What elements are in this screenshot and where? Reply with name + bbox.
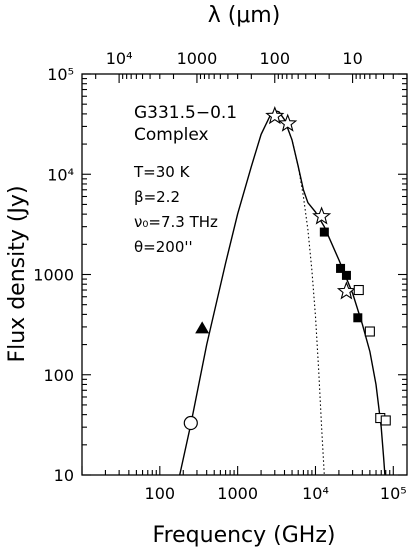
source-type: Complex <box>134 125 209 145</box>
open-square-point <box>364 326 375 337</box>
param-theta: θ=200'' <box>134 238 193 256</box>
y-tick-label: 10⁴ <box>47 165 74 184</box>
y-tick-label: 10 <box>54 466 74 485</box>
y-axis-title: Flux density (Jy) <box>5 185 30 362</box>
top-tick-label: 10⁴ <box>106 49 133 68</box>
plot-frame <box>81 73 408 476</box>
open-star-point <box>336 281 356 300</box>
param-temperature: T=30 K <box>133 163 191 181</box>
param-nu0: ν₀=7.3 THz <box>134 213 218 231</box>
y-tick-label: 10⁵ <box>47 65 74 84</box>
top-tick-label: 1000 <box>177 49 218 68</box>
open-square-point <box>380 415 391 426</box>
source-name: G331.5−0.1 <box>134 103 237 123</box>
top-tick-label: 10 <box>342 49 362 68</box>
filled-square-point <box>341 270 351 280</box>
open-star-point <box>278 113 298 132</box>
top-tick-label: 100 <box>259 49 290 68</box>
y-tick-label: 100 <box>43 366 74 385</box>
param-beta: β=2.2 <box>134 188 180 206</box>
x-tick-label: 10⁵ <box>380 484 407 503</box>
y-tick-label: 1000 <box>33 266 74 285</box>
x-tick-label: 1000 <box>217 484 258 503</box>
filled-square-point <box>353 313 363 323</box>
open-star-point <box>312 206 332 225</box>
filled-square-point <box>336 263 346 273</box>
filled-square-point <box>319 227 329 237</box>
x-axis-title: Frequency (GHz) <box>153 523 336 548</box>
top-axis-title: λ (μm) <box>208 3 281 28</box>
open-square-point <box>353 284 364 296</box>
open-circle-point <box>183 415 198 431</box>
filled-triangle-point <box>195 321 210 334</box>
dust-model-curve <box>283 119 325 476</box>
x-tick-label: 10⁴ <box>302 484 329 503</box>
open-star-point <box>265 106 285 125</box>
x-tick-label: 100 <box>145 484 176 503</box>
